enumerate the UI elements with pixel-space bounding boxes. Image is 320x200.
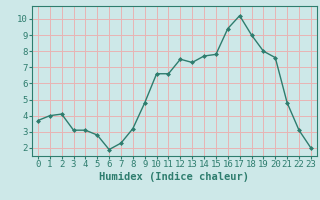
X-axis label: Humidex (Indice chaleur): Humidex (Indice chaleur) [100, 172, 249, 182]
